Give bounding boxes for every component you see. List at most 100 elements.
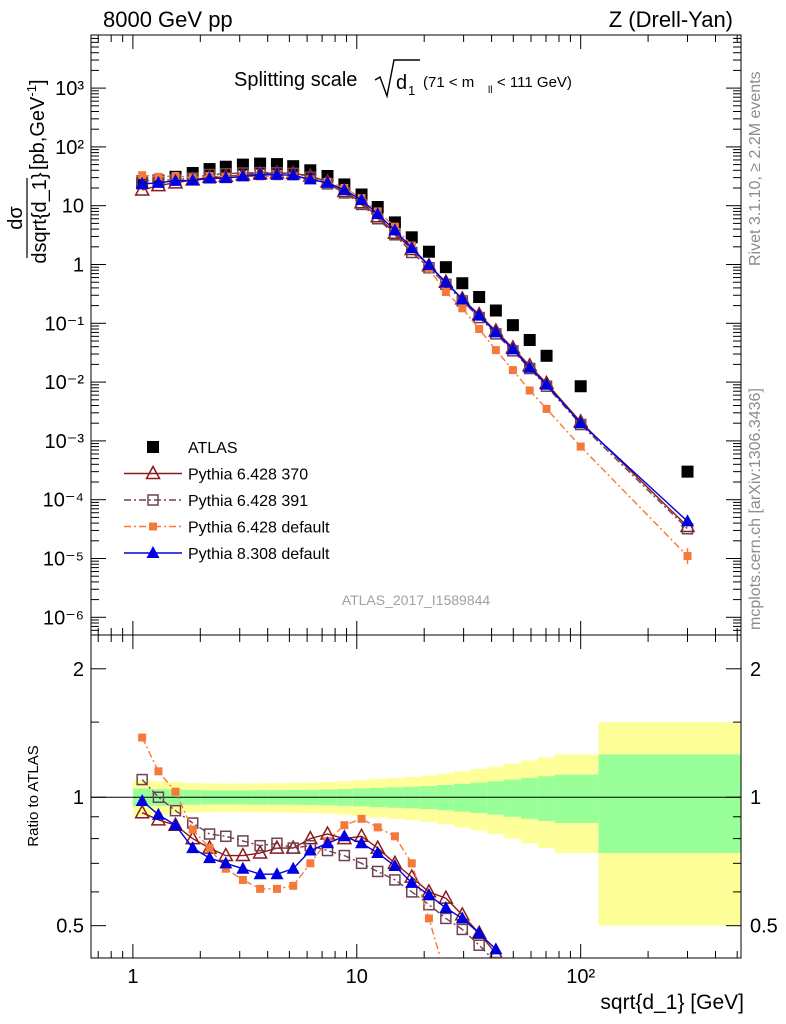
data-point (219, 171, 233, 184)
title-cut-post: < 111 GeV) (497, 74, 572, 91)
ratio-line (141, 800, 497, 950)
title-main: Splitting scale (234, 69, 357, 91)
data-point (355, 193, 369, 206)
data-point (681, 465, 694, 478)
rivet-label: Rivet 3.1.10, ≥ 2.2M events (747, 71, 764, 266)
ratio-point (252, 844, 268, 859)
ratio-y-tick-label-left: 2 (73, 659, 84, 681)
ratio-point (272, 884, 281, 893)
data-point (506, 342, 520, 355)
ratio-point (237, 835, 249, 847)
title-cut-pre: (71 < m (423, 74, 474, 91)
legend-marker (145, 464, 161, 480)
data-point (236, 169, 250, 182)
ratio-point (152, 791, 165, 803)
data-point (506, 319, 519, 332)
ratio-line (141, 812, 497, 955)
ratio-inner-band-bin (554, 774, 599, 824)
legend-entry: Pythia 6.428 default (124, 520, 330, 537)
data-point (523, 333, 536, 346)
ratio-point (136, 773, 148, 786)
ratio-inner-band-bin (487, 781, 505, 815)
ratio-point (472, 926, 486, 939)
x-tick-label: 10² (566, 966, 595, 988)
ratio-point (407, 859, 416, 868)
plot-title: Splitting scale d 1 (71 < m ll < 111 GeV… (234, 59, 572, 99)
ratio-y-tick-label-left: 1 (73, 787, 84, 809)
ratio-point (219, 856, 233, 869)
ratio-y-tick-label-right: 2 (750, 659, 761, 681)
ratio-point (169, 804, 182, 817)
data-point (219, 160, 232, 173)
series-4 (135, 167, 695, 527)
ratio-point (440, 912, 452, 925)
ratio-point (303, 843, 317, 856)
ratio-point (151, 807, 165, 820)
y-label-denominator: dsqrt{d_1} (29, 172, 51, 264)
ratio-line (141, 779, 493, 958)
data-point (525, 386, 534, 395)
ratio-point (373, 823, 382, 832)
y-tick-label: 10⁻⁵ (43, 548, 84, 570)
ratio-point (169, 818, 183, 831)
data-point (388, 223, 402, 236)
data-point (254, 157, 267, 170)
ratio-point (271, 837, 283, 850)
y-tick-label: 10⁻¹ (45, 313, 85, 335)
data-point (337, 182, 351, 195)
x-tick-label: 1 (127, 966, 138, 988)
ratio-point (221, 864, 230, 873)
y-label-numerator: dσ (5, 206, 27, 230)
ratio-series (134, 733, 503, 1024)
ratio-point (238, 875, 247, 884)
legend-label: ATLAS (188, 440, 238, 457)
ratio-series-2 (138, 733, 483, 1024)
ratio-point (138, 733, 147, 742)
ratio-inner-band-bin (520, 777, 538, 819)
data-point (576, 442, 585, 451)
ratio-inner-band-bin (598, 754, 741, 854)
title-sub: 1 (408, 83, 415, 98)
ratio-point (490, 956, 502, 958)
ratio-point (236, 861, 250, 874)
legend-entry: Pythia 6.428 370 (124, 464, 308, 484)
y-tick-label: 10⁻³ (45, 431, 85, 453)
ratio-point (289, 881, 298, 890)
mcplots-label: mcplots.cern.ch [arXiv:1306.3436] (747, 388, 764, 630)
ratio-point (357, 814, 366, 823)
ratio-point (424, 914, 433, 923)
ratio-point (423, 898, 435, 911)
ratio-point (388, 859, 402, 872)
ratio-point (442, 973, 450, 981)
ratio-panel-frame (90, 634, 742, 959)
legend-marker (146, 546, 160, 558)
x-axis-label: sqrt{d_1} [GeV] (600, 991, 744, 1014)
data-point (489, 304, 502, 317)
y-label-unit: [pb,GeV-1] (24, 79, 49, 170)
ratio-point (135, 793, 149, 806)
ratio-y-tick-label-right: 1 (750, 787, 761, 809)
data-point (422, 258, 436, 271)
data-point (303, 172, 317, 185)
x-tick-label: 10 (346, 966, 368, 988)
data-point (439, 261, 452, 274)
ratio-point (253, 867, 267, 880)
data-point (472, 308, 486, 321)
data-point (441, 288, 450, 297)
data-point (489, 325, 503, 338)
axis-ticks: 1 10 10² 10⁻⁶ 10⁻⁵ 10⁻⁴ 10⁻³ 10⁻² 10⁻¹ 1 10 10² 10³ 0… (43, 34, 778, 988)
data-point (456, 277, 469, 290)
y-tick-label: 1 (73, 255, 84, 277)
data-point (523, 360, 537, 373)
ratio-point (475, 1016, 483, 1024)
ratio-uncertainty-bands (91, 722, 741, 926)
ratio-point (389, 874, 401, 886)
ratio-point (473, 939, 485, 951)
ratio-point (337, 829, 351, 842)
ratio-inner-band-bin (470, 782, 488, 814)
ratio-point (355, 836, 369, 849)
y-tick-label: 10⁻⁶ (43, 607, 84, 629)
data-point (458, 304, 467, 313)
ratio-point (203, 828, 216, 840)
ratio-point (455, 911, 469, 924)
